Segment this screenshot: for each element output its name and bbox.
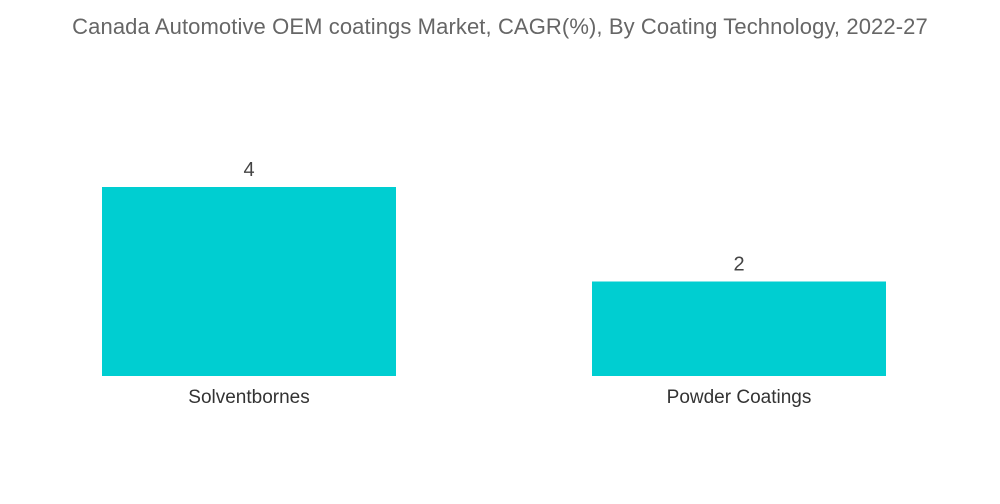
category-label: Solventbornes — [188, 387, 309, 408]
data-label: 2 — [733, 254, 744, 276]
data-label: 4 — [243, 159, 254, 181]
bar-powder-coatings — [592, 281, 886, 376]
bar-solventbornes — [102, 187, 396, 376]
category-label: Powder Coatings — [667, 387, 812, 408]
chart-title: Canada Automotive OEM coatings Market, C… — [72, 14, 928, 39]
